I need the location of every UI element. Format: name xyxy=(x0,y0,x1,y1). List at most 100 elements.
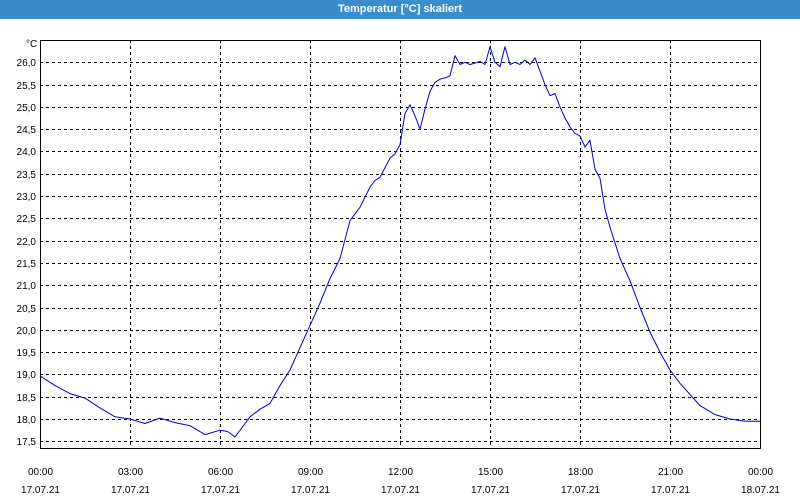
data-point xyxy=(504,45,507,48)
data-point xyxy=(524,59,527,62)
y-tick-label: 24,0 xyxy=(17,147,37,158)
data-point xyxy=(424,108,427,111)
y-tick-label: 25,0 xyxy=(17,103,37,114)
data-point xyxy=(404,112,407,115)
plot-border xyxy=(40,40,761,449)
x-tick-time-label: 06:00 xyxy=(208,467,233,478)
data-point xyxy=(519,63,522,66)
y-tick-label: 22,0 xyxy=(17,237,37,248)
data-point xyxy=(629,279,632,282)
data-point xyxy=(489,45,492,48)
data-point xyxy=(474,62,477,65)
x-tick-date-label: 18.07.21 xyxy=(741,485,780,496)
data-point xyxy=(319,302,322,305)
data-point xyxy=(759,420,762,423)
y-tick-label: 19,0 xyxy=(17,370,37,381)
chart-title: Temperatur [°C] skaliert xyxy=(337,3,462,15)
x-tick-time-label: 03:00 xyxy=(118,467,143,478)
chart-title-bar: Temperatur [°C] skaliert xyxy=(0,0,800,19)
data-point xyxy=(269,402,272,405)
data-point xyxy=(499,65,502,68)
y-tick-label: 17,5 xyxy=(17,437,37,448)
data-point xyxy=(599,177,602,180)
data-point xyxy=(259,408,262,411)
x-tick-time-label: 15:00 xyxy=(478,467,503,478)
data-point xyxy=(574,132,577,135)
data-point xyxy=(589,139,592,142)
data-point xyxy=(469,63,472,66)
temperature-line-chart: 17,5 18,0 18,5 19,0 19,5 20,0 20,5 21,0 21,5 22,0… xyxy=(17,39,781,496)
y-tick-label: 20,5 xyxy=(17,304,37,315)
data-point xyxy=(464,61,467,64)
data-point xyxy=(569,126,572,129)
data-point xyxy=(339,257,342,260)
x-tick-date-label: 17.07.21 xyxy=(291,485,330,496)
data-point xyxy=(329,277,332,280)
data-point xyxy=(279,384,282,387)
data-point xyxy=(604,208,607,211)
data-point xyxy=(539,70,542,73)
data-point xyxy=(434,81,437,84)
x-tick-time-label: 18:00 xyxy=(568,467,593,478)
data-point xyxy=(99,406,102,409)
data-point xyxy=(549,94,552,97)
data-point xyxy=(299,346,302,349)
data-point xyxy=(69,392,72,395)
y-tick-label: 19,5 xyxy=(17,348,37,359)
data-point xyxy=(39,374,42,377)
data-point xyxy=(204,433,207,436)
y-tick-label: 21,5 xyxy=(17,259,37,270)
y-axis-ticks: 17,5 18,0 18,5 19,0 19,5 20,0 20,5 21,0 21,5 22,0… xyxy=(17,58,37,448)
x-tick-date-label: 17.07.21 xyxy=(111,485,150,496)
data-point xyxy=(414,114,417,117)
data-point xyxy=(714,413,717,416)
data-point xyxy=(249,415,252,418)
data-point xyxy=(374,179,377,182)
x-tick-time-label: 09:00 xyxy=(298,467,323,478)
data-point xyxy=(454,54,457,57)
series-layer xyxy=(39,45,762,438)
y-tick-label: 23,0 xyxy=(17,192,37,203)
data-point xyxy=(399,143,402,146)
data-point xyxy=(114,415,117,418)
data-point xyxy=(394,152,397,155)
data-point xyxy=(289,369,292,372)
data-point xyxy=(429,90,432,93)
data-point xyxy=(679,382,682,385)
y-tick-label: 25,5 xyxy=(17,81,37,92)
data-point xyxy=(689,393,692,396)
data-point xyxy=(174,421,177,424)
data-point xyxy=(444,76,447,79)
x-tick-time-label: 12:00 xyxy=(388,467,413,478)
x-tick-date-label: 17.07.21 xyxy=(381,485,420,496)
data-point xyxy=(544,83,547,86)
x-axis-ticks: 00:00 17.07.21 03:00 17.07.21 06:00 17.07.21 0… xyxy=(21,467,780,496)
data-point xyxy=(579,134,582,137)
data-point xyxy=(419,128,422,131)
x-tick-date-label: 17.07.21 xyxy=(21,485,60,496)
data-point xyxy=(409,103,412,106)
x-tick-time-label: 00:00 xyxy=(748,467,773,478)
data-point xyxy=(439,78,442,81)
data-point xyxy=(609,226,612,229)
data-point xyxy=(534,56,537,59)
x-tick-date-label: 17.07.21 xyxy=(561,485,600,496)
data-point xyxy=(379,176,382,179)
chart-area: 17,5 18,0 18,5 19,0 19,5 20,0 20,5 21,0 21,5 22,0… xyxy=(0,19,800,500)
x-tick-date-label: 17.07.21 xyxy=(201,485,240,496)
y-tick-label: 18,0 xyxy=(17,415,37,426)
y-tick-label: 26,0 xyxy=(17,58,37,69)
y-tick-label: 23,5 xyxy=(17,170,37,181)
data-point xyxy=(234,435,237,438)
data-point xyxy=(241,426,244,429)
data-point xyxy=(459,63,462,66)
y-tick-label: 18,5 xyxy=(17,393,37,404)
data-point xyxy=(54,384,57,387)
data-point xyxy=(509,63,512,66)
x-tick-time-label: 21:00 xyxy=(658,467,683,478)
data-point xyxy=(479,60,482,63)
y-tick-label: 22,5 xyxy=(17,214,37,225)
data-point xyxy=(649,331,652,334)
data-point xyxy=(564,117,567,120)
data-point xyxy=(559,105,562,108)
